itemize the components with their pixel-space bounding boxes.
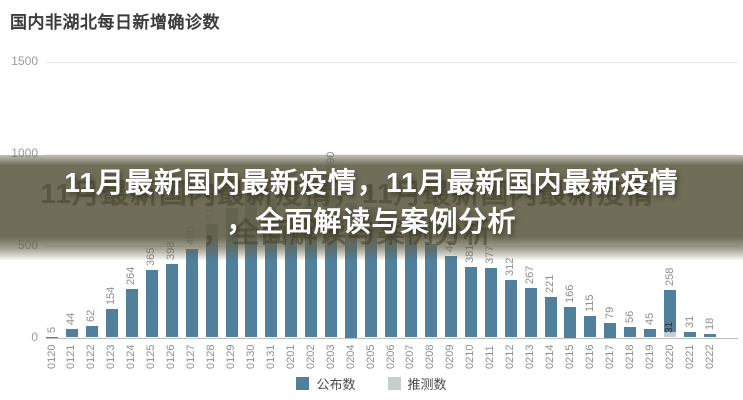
legend-item-announced: 公布数 — [296, 374, 356, 393]
bar-segment-announced-0220 — [664, 290, 677, 332]
bar-value-label-0122: 62 — [85, 309, 98, 323]
bar-0124 — [125, 288, 138, 338]
bar-value-label-0218: 56 — [623, 310, 636, 324]
bar-0214 — [544, 296, 557, 338]
y-axis-tick-1500: 1500 — [11, 54, 38, 68]
headline-line1: 11月最新国内最新疫情，11月最新国内最新疫情 — [64, 167, 679, 198]
bar-value-label-0212: 312 — [504, 257, 517, 277]
bar-0209 — [444, 255, 457, 338]
x-axis-tick-0121: 0121 — [65, 344, 78, 369]
x-axis-tick-0120: 0120 — [45, 344, 58, 369]
x-axis-tick-0215: 0215 — [563, 344, 576, 369]
bar-value-label-0121: 44 — [65, 313, 78, 326]
announced-swatch-icon — [296, 377, 310, 390]
x-axis-tick-0122: 0122 — [85, 344, 98, 369]
bar-0216 — [584, 316, 597, 338]
bar-0211 — [484, 268, 497, 338]
x-axis-tick-0125: 0125 — [145, 344, 158, 369]
legend-label-announced: 公布数 — [316, 377, 356, 392]
x-axis-tick-0128: 0128 — [205, 344, 217, 369]
x-axis-tick-0127: 0127 — [185, 344, 198, 369]
x-axis-tick-0206: 0206 — [384, 344, 397, 369]
bar-0122 — [85, 326, 98, 338]
x-axis-tick-0219: 0219 — [643, 344, 656, 369]
x-axis-tick-0212: 0212 — [504, 344, 517, 369]
on-bar-label-0220: 31 — [664, 321, 676, 333]
bar-value-label-0215: 166 — [563, 284, 576, 303]
x-axis-tick-0207: 0207 — [404, 344, 417, 369]
x-axis-tick-0213: 0213 — [524, 344, 537, 369]
bar-value-label-0120: 5 — [45, 326, 58, 333]
bar-value-label-0220: 258 — [663, 267, 676, 286]
headline-ghost-shadow: 11月最新国内最新疫情，11月最新国内最新疫情 ，全面解读与案例分析 — [0, 174, 719, 252]
x-axis-tick-0204: 0204 — [344, 344, 357, 369]
x-axis-tick-0222: 0222 — [703, 344, 716, 369]
bar-segment-estimated-0220 — [664, 331, 677, 338]
bar-0215 — [564, 307, 577, 338]
headline-overlay-banner: 11月最新国内最新疫情，11月最新国内最新疫情 ，全面解读与案例分析 11月最新… — [0, 155, 743, 260]
bar-value-label-0216: 115 — [583, 294, 596, 313]
bar-value-label-0222: 18 — [703, 317, 716, 331]
bar-0121 — [65, 329, 78, 338]
headline-line2: ，全面解读与案例分析 — [226, 206, 517, 237]
grid-line-1000 — [46, 153, 738, 155]
grid-line-0 — [46, 337, 738, 339]
x-axis-tick-0126: 0126 — [165, 344, 178, 369]
legend-label-estimated: 推测数 — [407, 377, 447, 392]
bar-value-label-0221: 31 — [683, 315, 696, 328]
bar-value-label-0124: 264 — [125, 266, 138, 285]
bar-0125 — [145, 270, 158, 338]
x-axis-tick-0208: 0208 — [424, 344, 437, 369]
x-axis-tick-0131: 0131 — [264, 344, 277, 369]
bar-value-label-0213: 267 — [524, 266, 537, 285]
grid-line-1500 — [46, 61, 738, 63]
headline-ghost-line1: 11月最新国内最新疫情，11月最新国内最新疫情 — [40, 178, 655, 209]
bar-0213 — [524, 288, 537, 338]
x-axis-tick-0221: 0221 — [683, 344, 696, 369]
x-axis-tick-0216: 0216 — [583, 344, 596, 369]
chart-legend: 公布数 推测数 — [0, 374, 743, 393]
x-axis-tick-0124: 0124 — [125, 344, 138, 369]
x-axis-tick-0218: 0218 — [623, 344, 636, 369]
estimated-swatch-icon — [387, 377, 401, 390]
x-axis-tick-0123: 0123 — [105, 344, 118, 369]
y-axis-tick-0: 0 — [31, 330, 38, 344]
x-axis-tick-0210: 0210 — [464, 344, 477, 369]
x-axis-tick-0220: 0220 — [663, 344, 676, 369]
bar-0217 — [604, 323, 617, 338]
x-axis-tick-0211: 0211 — [484, 345, 497, 369]
x-axis-tick-0203: 0203 — [324, 344, 337, 369]
x-axis-tick-0129: 0129 — [225, 344, 237, 369]
headline-text: 11月最新国内最新疫情，11月最新国内最新疫情 ，全面解读与案例分析 — [0, 163, 743, 241]
bar-0210 — [464, 267, 477, 338]
bar-value-label-0214: 221 — [544, 274, 556, 293]
x-axis-tick-0205: 0205 — [364, 344, 377, 369]
bar-0218 — [624, 327, 637, 338]
x-axis-tick-0201: 0201 — [284, 344, 297, 369]
x-axis-tick-0209: 0209 — [444, 344, 457, 369]
bar-0123 — [105, 309, 118, 338]
bar-0219 — [644, 329, 657, 338]
bar-0212 — [504, 280, 517, 338]
legend-item-estimated: 推测数 — [387, 374, 447, 393]
bar-value-label-0123: 154 — [105, 286, 118, 306]
bar-0222 — [704, 334, 716, 338]
x-axis-tick-0130: 0130 — [244, 344, 257, 369]
bar-value-label-0219: 45 — [643, 312, 656, 326]
bar-0126 — [165, 264, 178, 338]
x-axis-tick-0217: 0217 — [603, 344, 616, 369]
x-axis-tick-0202: 0202 — [304, 344, 317, 369]
bar-0120 — [46, 336, 58, 338]
x-axis-tick-0214: 0214 — [544, 344, 556, 369]
chart-title: 国内非湖北每日新增确诊数 — [10, 13, 220, 32]
bar-0221 — [684, 331, 697, 338]
bar-0207 — [404, 234, 417, 338]
bar-0127 — [185, 249, 198, 338]
bar-0208 — [424, 243, 437, 338]
bar-value-label-0217: 79 — [603, 306, 616, 319]
headline-ghost-line2: ，全面解读与案例分析 — [202, 217, 493, 248]
